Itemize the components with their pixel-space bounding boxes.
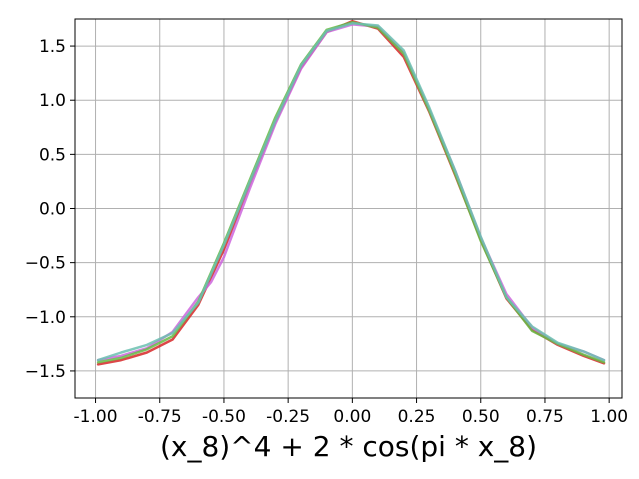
ticks: -1.00 -0.75 -0.50 -0.25 0.00 0.25 0.50 0.75 1.00… <box>25 37 628 427</box>
x-tick-label: 0.00 <box>333 407 371 427</box>
series-line-1 <box>96 19 606 366</box>
y-tick-label: 1.0 <box>39 91 66 111</box>
x-tick-label: 0.25 <box>398 407 436 427</box>
series-layer <box>96 19 606 366</box>
y-tick-label: −1.0 <box>25 308 66 328</box>
y-tick-label: −0.5 <box>25 254 66 274</box>
x-axis-label: (x_8)^4 + 2 * cos(pi * x_8) <box>160 430 537 463</box>
x-tick-label: -0.75 <box>138 407 182 427</box>
series-line-4 <box>96 22 606 362</box>
x-tick-label: 1.00 <box>590 407 628 427</box>
x-tick-label: -0.25 <box>266 407 310 427</box>
y-tick-label: −1.5 <box>25 362 66 382</box>
series-line-3 <box>96 20 606 364</box>
x-tick-label: 0.75 <box>526 407 564 427</box>
x-tick-label: -0.50 <box>202 407 246 427</box>
y-tick-label: 0.5 <box>39 145 66 165</box>
series-line-2 <box>96 23 606 362</box>
y-tick-label: 0.0 <box>39 200 66 220</box>
x-tick-label: 0.50 <box>462 407 500 427</box>
y-tick-label: 1.5 <box>39 37 66 57</box>
x-tick-label: -1.00 <box>74 407 118 427</box>
